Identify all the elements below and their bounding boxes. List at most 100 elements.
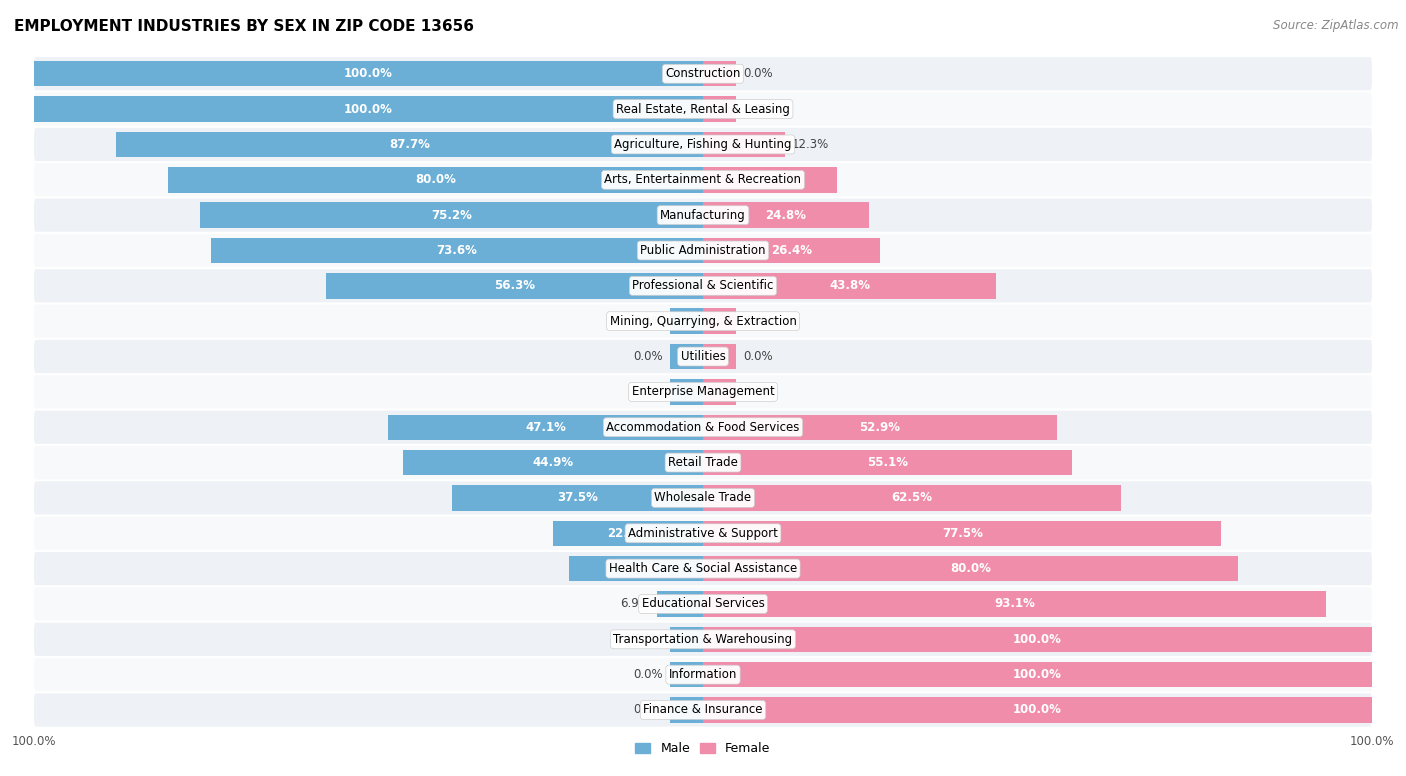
FancyBboxPatch shape: [34, 552, 1372, 585]
Bar: [326, 273, 703, 299]
FancyBboxPatch shape: [34, 694, 1372, 726]
Text: 0.0%: 0.0%: [633, 632, 662, 646]
FancyBboxPatch shape: [34, 92, 1372, 126]
Text: Public Administration: Public Administration: [640, 244, 766, 257]
Text: 87.7%: 87.7%: [389, 138, 430, 151]
Text: 20.0%: 20.0%: [616, 562, 657, 575]
Bar: [703, 485, 1121, 511]
Text: 12.3%: 12.3%: [792, 138, 830, 151]
Bar: [669, 698, 703, 722]
Bar: [703, 344, 737, 369]
Bar: [553, 521, 703, 546]
FancyBboxPatch shape: [34, 269, 1372, 303]
FancyBboxPatch shape: [34, 446, 1372, 480]
Bar: [34, 61, 703, 86]
Legend: Male, Female: Male, Female: [630, 737, 776, 760]
Text: 44.9%: 44.9%: [533, 456, 574, 469]
Bar: [703, 167, 837, 192]
Text: 0.0%: 0.0%: [744, 102, 773, 116]
FancyBboxPatch shape: [34, 57, 1372, 90]
FancyBboxPatch shape: [34, 411, 1372, 444]
Text: 75.2%: 75.2%: [432, 209, 472, 222]
Text: EMPLOYMENT INDUSTRIES BY SEX IN ZIP CODE 13656: EMPLOYMENT INDUSTRIES BY SEX IN ZIP CODE…: [14, 19, 474, 34]
FancyBboxPatch shape: [34, 199, 1372, 232]
Bar: [34, 96, 703, 122]
Bar: [703, 61, 737, 86]
Bar: [703, 203, 869, 228]
Text: 100.0%: 100.0%: [1012, 632, 1062, 646]
Text: 20.0%: 20.0%: [749, 173, 790, 186]
Bar: [703, 379, 737, 404]
Bar: [167, 167, 703, 192]
Text: 93.1%: 93.1%: [994, 598, 1035, 611]
Bar: [703, 521, 1222, 546]
FancyBboxPatch shape: [34, 304, 1372, 338]
Bar: [211, 237, 703, 263]
FancyBboxPatch shape: [34, 622, 1372, 656]
Text: 0.0%: 0.0%: [744, 386, 773, 398]
Text: 80.0%: 80.0%: [950, 562, 991, 575]
Text: Agriculture, Fishing & Hunting: Agriculture, Fishing & Hunting: [614, 138, 792, 151]
FancyBboxPatch shape: [34, 376, 1372, 408]
Text: 43.8%: 43.8%: [830, 279, 870, 293]
Text: 0.0%: 0.0%: [633, 315, 662, 327]
Text: Educational Services: Educational Services: [641, 598, 765, 611]
Text: 62.5%: 62.5%: [891, 491, 932, 504]
Text: Construction: Construction: [665, 68, 741, 80]
Text: Accommodation & Food Services: Accommodation & Food Services: [606, 421, 800, 434]
Bar: [703, 591, 1326, 617]
Bar: [703, 309, 737, 334]
Text: 0.0%: 0.0%: [744, 68, 773, 80]
Bar: [703, 450, 1071, 475]
Text: Transportation & Warehousing: Transportation & Warehousing: [613, 632, 793, 646]
Text: 37.5%: 37.5%: [557, 491, 598, 504]
Text: Source: ZipAtlas.com: Source: ZipAtlas.com: [1274, 19, 1399, 33]
Text: 0.0%: 0.0%: [744, 315, 773, 327]
Bar: [669, 309, 703, 334]
FancyBboxPatch shape: [34, 340, 1372, 373]
Text: Manufacturing: Manufacturing: [661, 209, 745, 222]
Text: Utilities: Utilities: [681, 350, 725, 363]
Text: Arts, Entertainment & Recreation: Arts, Entertainment & Recreation: [605, 173, 801, 186]
FancyBboxPatch shape: [34, 234, 1372, 267]
Text: Real Estate, Rental & Leasing: Real Estate, Rental & Leasing: [616, 102, 790, 116]
Text: Finance & Insurance: Finance & Insurance: [644, 704, 762, 716]
Text: Retail Trade: Retail Trade: [668, 456, 738, 469]
Text: 0.0%: 0.0%: [633, 704, 662, 716]
Text: 55.1%: 55.1%: [866, 456, 908, 469]
Text: Enterprise Management: Enterprise Management: [631, 386, 775, 398]
Text: Mining, Quarrying, & Extraction: Mining, Quarrying, & Extraction: [610, 315, 796, 327]
Text: 0.0%: 0.0%: [633, 668, 662, 681]
Text: 100.0%: 100.0%: [344, 68, 394, 80]
FancyBboxPatch shape: [34, 163, 1372, 196]
Bar: [669, 662, 703, 688]
Text: 0.0%: 0.0%: [744, 350, 773, 363]
Text: Health Care & Social Assistance: Health Care & Social Assistance: [609, 562, 797, 575]
Bar: [703, 237, 880, 263]
Text: 22.5%: 22.5%: [607, 527, 648, 540]
Bar: [402, 450, 703, 475]
Text: Information: Information: [669, 668, 737, 681]
Text: Professional & Scientific: Professional & Scientific: [633, 279, 773, 293]
Text: 6.9%: 6.9%: [620, 598, 650, 611]
Bar: [703, 698, 1372, 722]
FancyBboxPatch shape: [34, 517, 1372, 550]
Text: 100.0%: 100.0%: [1012, 704, 1062, 716]
Bar: [388, 414, 703, 440]
FancyBboxPatch shape: [34, 481, 1372, 514]
Bar: [703, 96, 737, 122]
Bar: [569, 556, 703, 581]
Bar: [703, 626, 1372, 652]
Text: 80.0%: 80.0%: [415, 173, 456, 186]
Bar: [703, 556, 1239, 581]
Bar: [117, 132, 703, 158]
Bar: [669, 379, 703, 404]
Text: 100.0%: 100.0%: [1012, 668, 1062, 681]
Bar: [669, 626, 703, 652]
Text: 0.0%: 0.0%: [633, 350, 662, 363]
Text: 26.4%: 26.4%: [770, 244, 811, 257]
Bar: [703, 662, 1372, 688]
Text: 52.9%: 52.9%: [859, 421, 900, 434]
Text: Wholesale Trade: Wholesale Trade: [654, 491, 752, 504]
Text: 0.0%: 0.0%: [633, 386, 662, 398]
